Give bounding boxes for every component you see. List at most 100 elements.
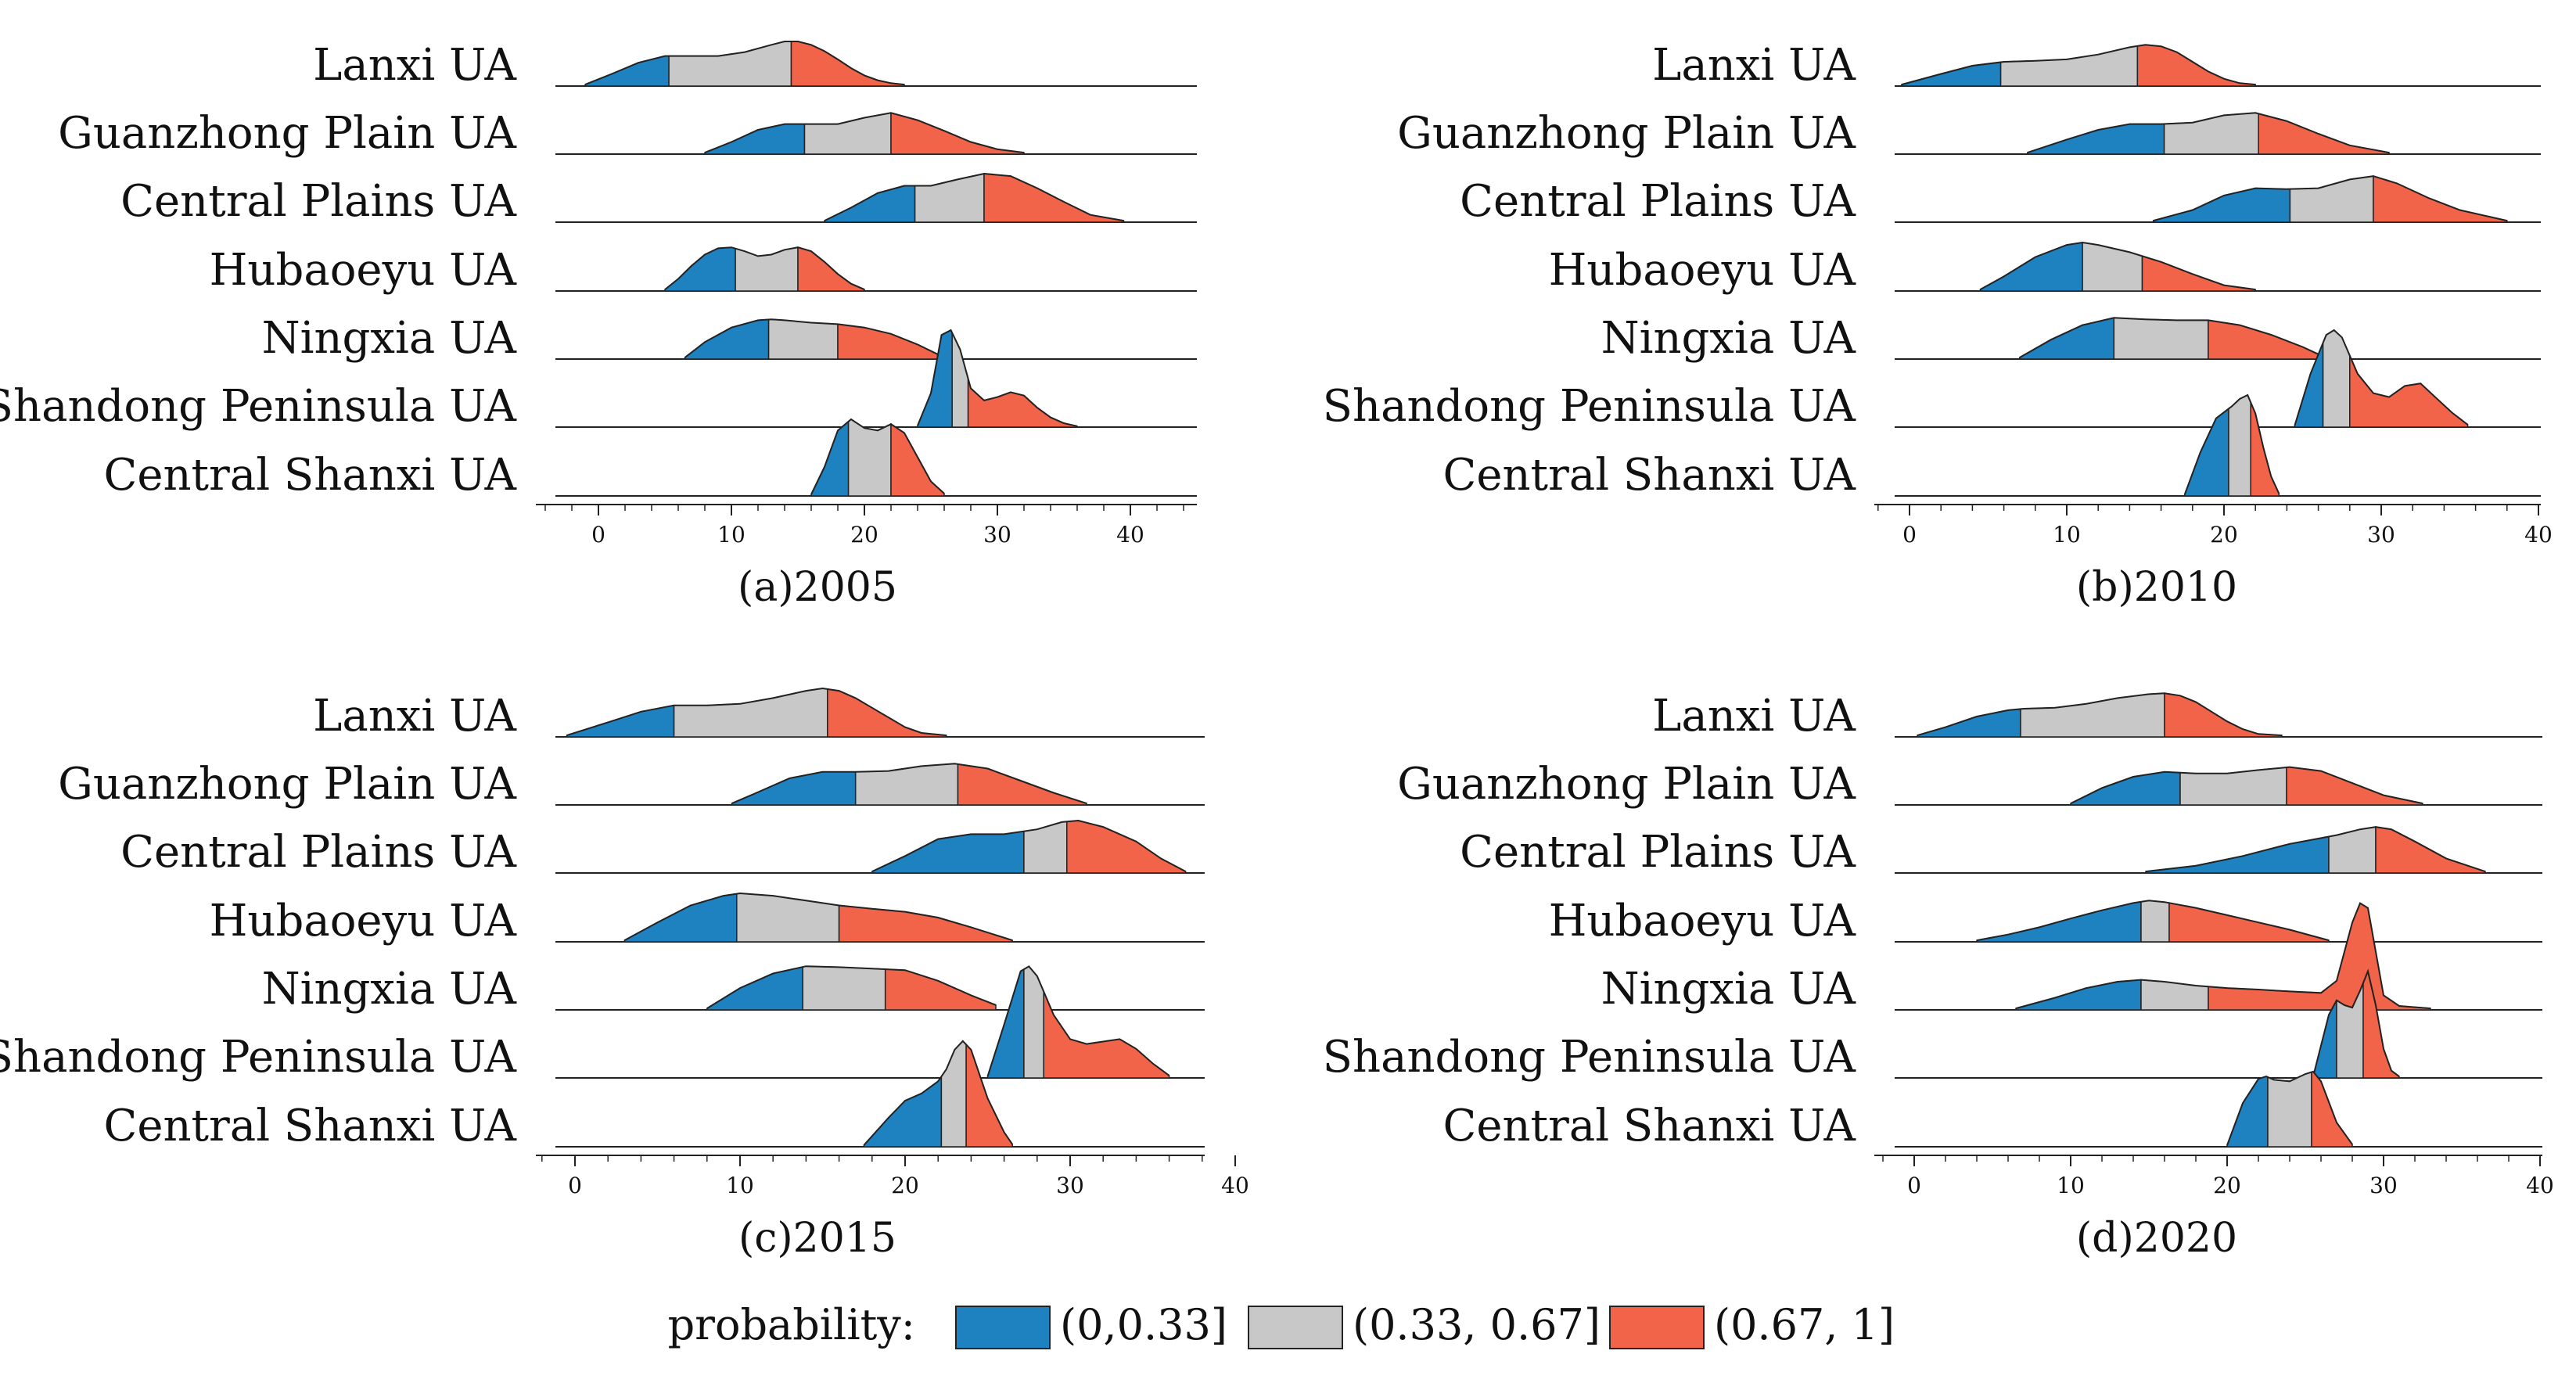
band-high bbox=[890, 422, 945, 497]
density-outline bbox=[1901, 44, 2256, 86]
ridge-label: Ningxia UA bbox=[1601, 964, 1856, 1015]
band-high bbox=[837, 323, 939, 360]
band-low bbox=[684, 318, 770, 360]
ridge-label: Hubaoeyu UA bbox=[1549, 896, 1856, 947]
x-tick-label: 30 bbox=[1056, 1173, 1084, 1198]
band-mid bbox=[2163, 112, 2259, 155]
ridge-2: Guanzhong Plain UA bbox=[1397, 108, 2541, 159]
density-outline bbox=[623, 892, 1013, 942]
ridge-label: Shandong Peninsula UA bbox=[0, 1032, 517, 1083]
panel-caption: (c)2015 bbox=[738, 1215, 896, 1262]
density-outline bbox=[2153, 175, 2508, 222]
band-low bbox=[1901, 61, 2002, 87]
panel-2: Lanxi UA Guanzhong Plain UA Central Plains… bbox=[1323, 40, 2553, 611]
ridge-label: Hubaoeyu UA bbox=[1549, 245, 1856, 296]
ridge-5: Ningxia UA bbox=[262, 313, 1197, 364]
x-tick-label: 30 bbox=[983, 522, 1011, 548]
x-tick-label: 10 bbox=[2053, 522, 2081, 548]
density-outline bbox=[1917, 692, 2283, 737]
band-low bbox=[1979, 242, 2083, 292]
x-tick-label: 0 bbox=[568, 1173, 582, 1198]
density-outline bbox=[917, 329, 1078, 427]
density-outline bbox=[986, 965, 1170, 1077]
legend-swatch-mid bbox=[1248, 1306, 1343, 1349]
ridge-label: Hubaoeyu UA bbox=[210, 245, 517, 296]
ridge-6: Shandong Peninsula UA bbox=[0, 965, 1205, 1083]
x-tick-label: 20 bbox=[2210, 522, 2238, 548]
density-outline bbox=[2027, 112, 2390, 154]
ridge-7: Central Shanxi UA bbox=[103, 418, 1197, 501]
x-tick-label: 10 bbox=[717, 522, 745, 548]
ridge-label: Guanzhong Plain UA bbox=[1397, 759, 1856, 810]
x-tick-label: 20 bbox=[2213, 1173, 2241, 1198]
panel-caption: (a)2005 bbox=[738, 564, 897, 611]
band-high bbox=[957, 763, 1087, 806]
x-tick-label: 40 bbox=[1116, 522, 1144, 548]
ridge-6: Shandong Peninsula UA bbox=[1323, 329, 2541, 432]
band-low bbox=[2152, 187, 2291, 223]
ridge-2: Guanzhong Plain UA bbox=[58, 108, 1197, 159]
band-mid bbox=[802, 965, 886, 1011]
band-high bbox=[2164, 692, 2283, 738]
band-low bbox=[623, 893, 738, 943]
ridge-label: Guanzhong Plain UA bbox=[1397, 108, 1856, 159]
band-high bbox=[2136, 44, 2256, 87]
ridge-label: Lanxi UA bbox=[313, 40, 516, 91]
ridge-4: Hubaoeyu UA bbox=[1549, 241, 2541, 296]
ridge-label: Central Plains UA bbox=[120, 827, 516, 878]
ridge-1: Lanxi UA bbox=[1652, 691, 2542, 742]
ridge-label: Central Shanxi UA bbox=[1442, 1101, 1856, 1151]
band-low bbox=[2184, 407, 2229, 497]
ridge-7: Central Shanxi UA bbox=[103, 1040, 1205, 1151]
ridge-label: Ningxia UA bbox=[1601, 313, 1856, 364]
band-mid bbox=[668, 41, 792, 87]
band-low bbox=[810, 420, 850, 497]
x-tick-label: 30 bbox=[2367, 522, 2395, 548]
density-outline bbox=[2183, 393, 2280, 495]
band-mid bbox=[767, 318, 839, 360]
legend-label-high: (0.67, 1] bbox=[1714, 1300, 1895, 1349]
density-outline bbox=[810, 418, 945, 495]
x-tick-label: 40 bbox=[1221, 1173, 1249, 1198]
band-high bbox=[838, 904, 1013, 943]
density-outline bbox=[1976, 900, 2330, 942]
band-low bbox=[2070, 771, 2181, 806]
density-outline bbox=[664, 246, 865, 291]
legend-label-mid: (0.33, 0.67] bbox=[1353, 1300, 1601, 1349]
ridge-1: Lanxi UA bbox=[313, 40, 1197, 91]
x-tick-label: 0 bbox=[1902, 522, 1917, 548]
density-outline bbox=[731, 763, 1087, 805]
band-mid bbox=[2140, 979, 2209, 1011]
ridge-label: Hubaoeyu UA bbox=[210, 896, 517, 947]
density-outline bbox=[704, 112, 1025, 154]
density-outline bbox=[1979, 241, 2256, 291]
density-outline bbox=[684, 318, 938, 358]
band-mid bbox=[2082, 242, 2143, 292]
ridge-label: Lanxi UA bbox=[1652, 691, 1856, 742]
density-outline bbox=[2312, 968, 2400, 1077]
ridge-5: Ningxia UA bbox=[262, 964, 1205, 1015]
band-high bbox=[1043, 991, 1170, 1079]
band-mid bbox=[2267, 1071, 2312, 1148]
ridge-3: Central Plains UA bbox=[1460, 826, 2542, 878]
ridge-2: Guanzhong Plain UA bbox=[58, 759, 1205, 810]
ridge-label: Central Plains UA bbox=[120, 176, 516, 227]
ridge-label: Central Plains UA bbox=[1460, 827, 1856, 878]
band-high bbox=[790, 41, 905, 87]
legend-swatch-high bbox=[1609, 1306, 1705, 1349]
density-outline bbox=[2294, 329, 2469, 426]
ridge-5: Ningxia UA bbox=[1601, 313, 2541, 364]
ridge-label: Ningxia UA bbox=[262, 964, 517, 1015]
band-high bbox=[983, 173, 1125, 223]
band-low bbox=[2027, 123, 2165, 155]
x-tick-label: 20 bbox=[850, 522, 878, 548]
band-low bbox=[664, 246, 736, 292]
band-high bbox=[2250, 402, 2280, 497]
x-tick-label: 40 bbox=[2526, 1173, 2554, 1198]
ridge-4: Hubaoeyu UA bbox=[1549, 896, 2542, 947]
legend-label-low: (0,0.33] bbox=[1060, 1300, 1227, 1349]
ridge-label: Shandong Peninsula UA bbox=[1323, 381, 1856, 432]
band-low bbox=[2015, 979, 2142, 1011]
band-mid bbox=[854, 763, 959, 806]
